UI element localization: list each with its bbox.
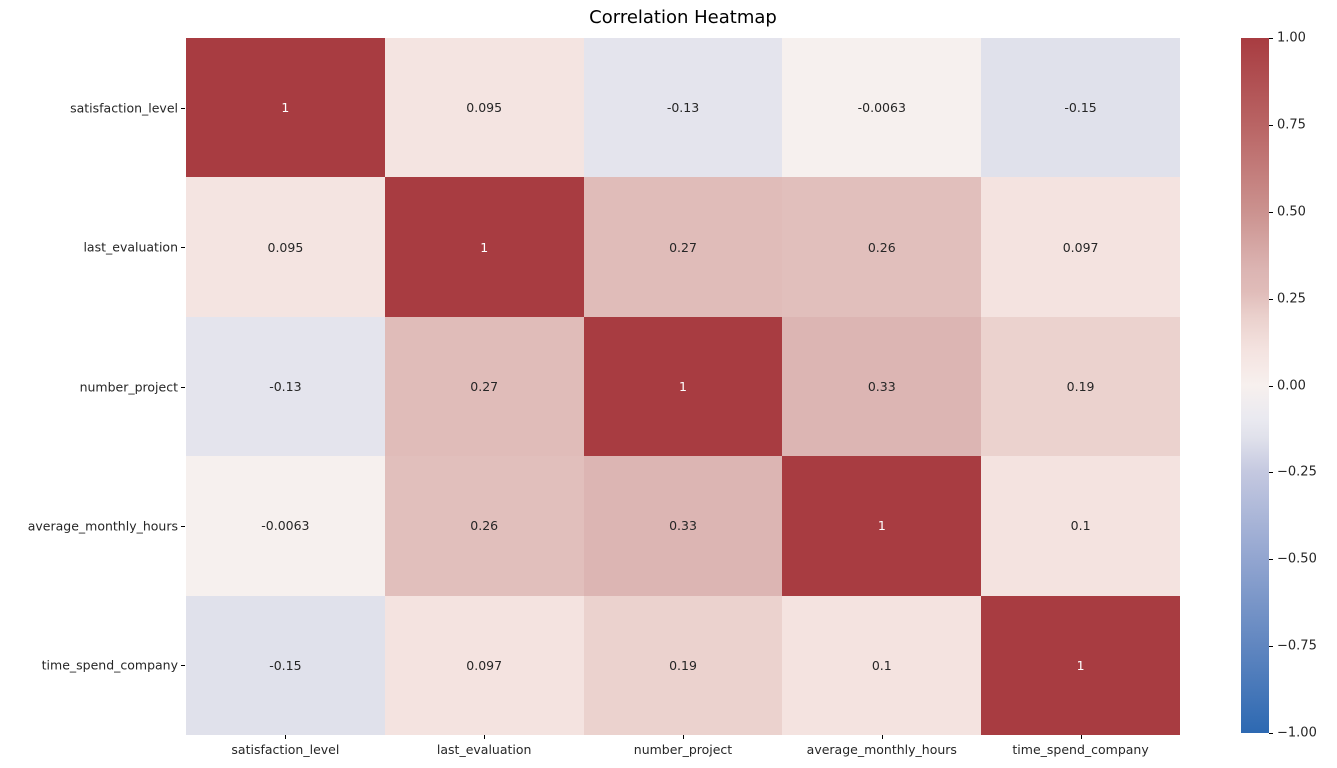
colorbar-tick-mark [1269,646,1273,648]
colorbar-tick-label: −1.00 [1277,725,1317,741]
cell-value: 0.19 [669,657,697,673]
cell-value: -0.0063 [857,100,906,116]
x-tick-mark [881,735,883,739]
cell-value: 0.095 [466,100,503,116]
heatmap-cell: 1 [583,316,783,457]
heatmap-cell: 0.1 [782,595,982,735]
cell-value: -0.15 [1064,100,1097,116]
colorbar-tick-label: 0.25 [1277,291,1306,307]
heatmap-cell: -0.0063 [782,38,982,178]
y-tick-label: number_project [79,379,178,394]
heatmap-cell: 0.27 [384,316,584,457]
cell-value: -0.0063 [261,518,310,534]
colorbar-tick-mark [1269,298,1273,300]
cell-value: 0.097 [1062,239,1099,255]
heatmap-cell: 0.26 [384,456,584,596]
y-tick-label: satisfaction_level [70,100,178,116]
colorbar-tick-mark [1269,733,1273,734]
heatmap-cell: 1 [186,38,385,178]
heatmap-cell: 0.097 [384,595,584,735]
heatmap-cell: 0.19 [583,595,783,735]
heatmap-cell: -0.13 [583,38,783,178]
cell-value: -0.13 [269,378,302,394]
heatmap-cell: 1 [384,177,584,317]
heatmap-cell: -0.15 [981,38,1180,178]
cell-value: 0.26 [867,239,896,255]
heatmap-cell: 0.095 [186,177,385,317]
cell-value: 1 [877,518,886,534]
heatmap-cell: 1 [782,456,982,596]
y-tick-label: average_monthly_hours [27,518,178,534]
colorbar-tick-label: −0.50 [1277,551,1317,567]
x-tick-label: average_monthly_hours [806,742,957,757]
chart-title: Correlation Heatmap [589,7,777,28]
colorbar-tick-mark [1269,124,1273,126]
heatmap-cell: -0.15 [186,595,385,735]
cell-value: 0.097 [466,657,503,673]
cell-value: -0.13 [666,100,700,116]
x-tick-mark [285,735,287,739]
heatmap-cell: 0.097 [981,177,1180,317]
cell-value: 0.27 [470,378,499,394]
cell-value: 0.26 [470,518,499,534]
cell-value: 1 [281,100,290,116]
heatmap-cell: 0.27 [583,177,783,317]
heatmap-cell: 0.095 [384,38,584,178]
x-tick-mark [1080,735,1082,739]
y-tick-mark [181,525,185,527]
heatmap-cell: -0.13 [186,316,385,457]
colorbar [1241,38,1269,733]
cell-value: -0.15 [269,657,302,673]
colorbar-tick-mark [1269,211,1273,213]
colorbar-tick-mark [1269,38,1273,39]
colorbar-tick-label: 0.50 [1277,204,1306,220]
heatmap-cell: -0.0063 [186,456,385,596]
cell-value: 0.33 [669,518,697,534]
heatmap-cell: 0.1 [981,456,1180,596]
colorbar-tick-mark [1269,559,1273,561]
x-tick-mark [484,735,486,739]
x-tick-label: satisfaction_level [231,742,340,757]
heatmap-cell: 0.19 [981,316,1180,457]
cell-value: 0.27 [669,239,697,255]
heatmap-cell: 0.33 [782,316,982,457]
x-tick-label: time_spend_company [1012,742,1149,757]
x-tick-mark [683,735,684,739]
y-tick-mark [181,386,185,388]
y-tick-mark [181,107,185,109]
y-tick-mark [181,665,185,667]
y-tick-label: last_evaluation [83,239,178,255]
cell-value: 1 [480,239,489,255]
colorbar-tick-label: 0.00 [1277,378,1306,393]
cell-value: 1 [1076,657,1085,673]
cell-value: 0.1 [1070,518,1091,534]
cell-value: 1 [679,378,687,394]
x-tick-label: last_evaluation [436,742,532,757]
heatmap-cell: 0.33 [583,456,783,596]
y-tick-label: time_spend_company [41,657,178,673]
cell-value: 0.095 [267,239,304,255]
cell-value: 0.19 [1066,378,1095,394]
x-tick-label: number_project [633,742,733,757]
colorbar-tick-label: −0.25 [1277,464,1317,480]
colorbar-tick-label: 0.75 [1277,117,1306,133]
colorbar-tick-label: 1.00 [1277,30,1306,46]
heatmap-grid: 1 0.095 -0.13 -0.0063 -0.15 0.095 1 0.27 0.26 0.0… [186,38,1180,735]
colorbar-tick-label: −0.75 [1277,638,1317,654]
cell-value: 0.33 [867,378,896,394]
colorbar-tick-mark [1269,385,1273,387]
cell-value: 0.1 [871,657,892,673]
heatmap-cell: 0.26 [782,177,982,317]
y-tick-mark [181,247,185,249]
heatmap-cell: 1 [981,595,1180,735]
colorbar-tick-mark [1269,472,1273,474]
